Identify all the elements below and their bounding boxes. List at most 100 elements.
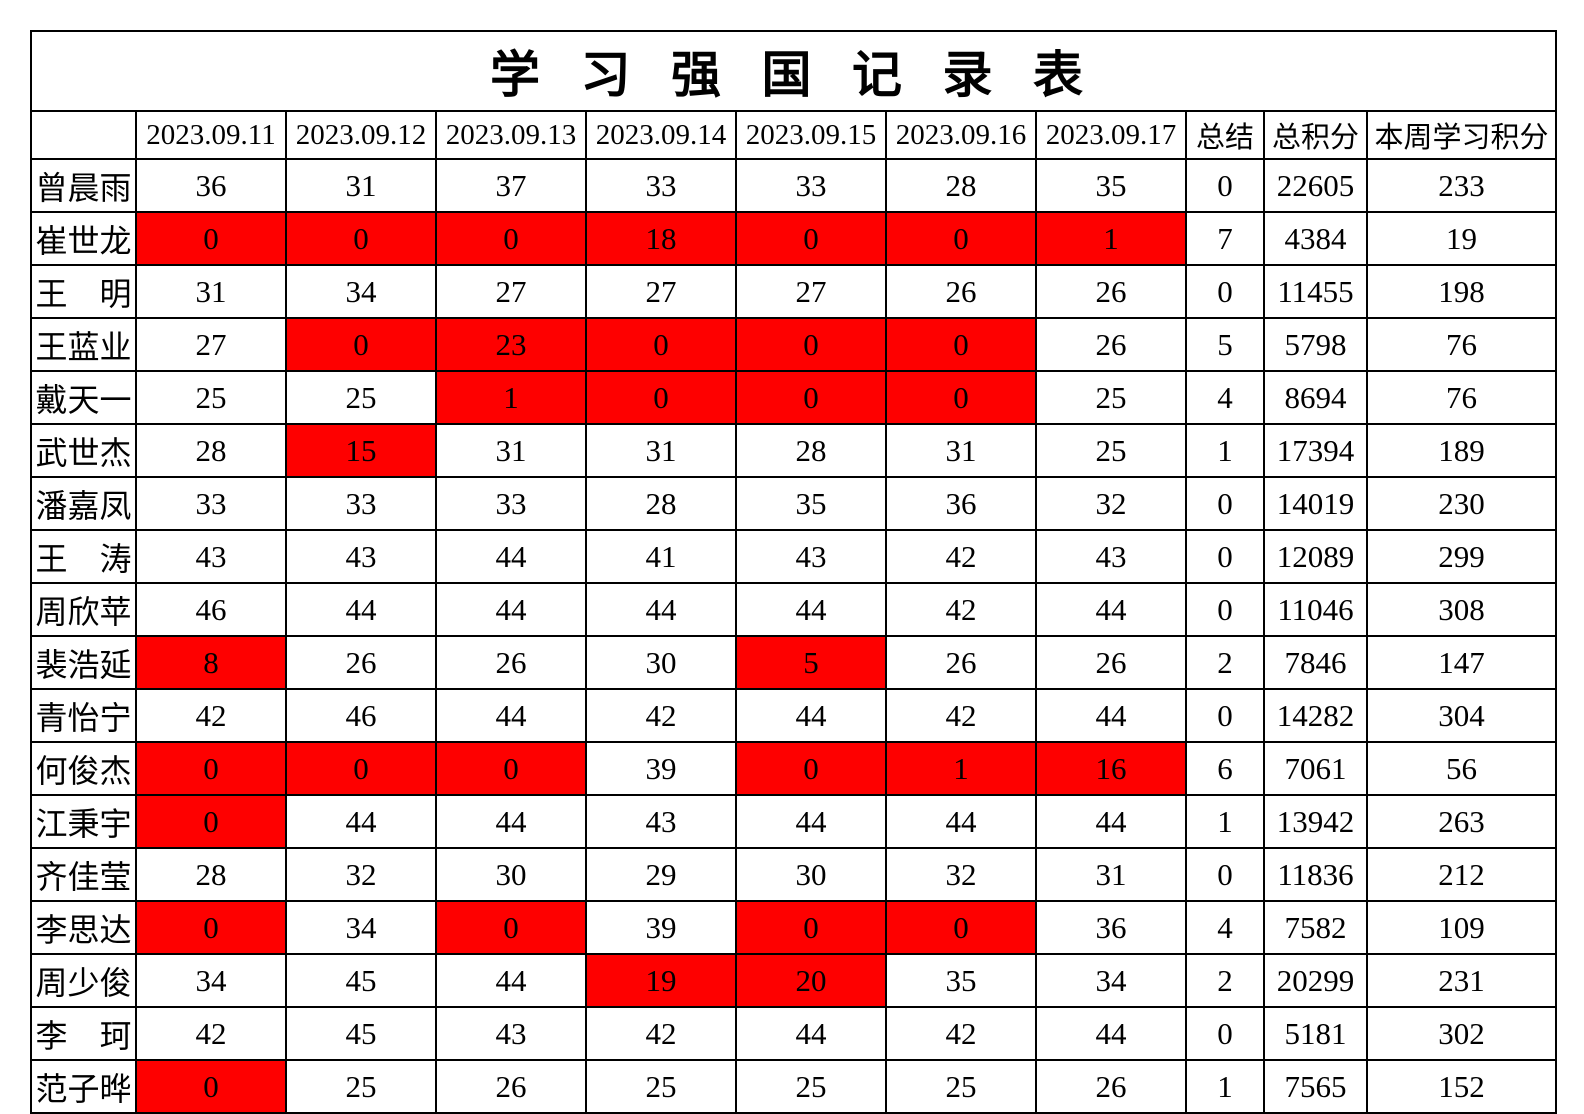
daily-score-cell: 46: [135, 582, 287, 637]
week-points-cell: 109: [1366, 900, 1557, 955]
header-row: 2023.09.11 2023.09.12 2023.09.13 2023.09.14…: [30, 110, 1557, 160]
table-row: 范子晔 0 25 26 25 25 25 26 1 7565 152: [30, 1059, 1557, 1114]
daily-score-cell: 15: [285, 423, 437, 478]
daily-score-cell: 0: [435, 741, 587, 796]
daily-score-cell: 39: [585, 900, 737, 955]
daily-score-cell: 44: [435, 794, 587, 849]
table-row: 周少俊 34 45 44 19 20 35 34 2 20299 231: [30, 953, 1557, 1008]
total-points-cell: 5798: [1263, 317, 1368, 372]
daily-score-cell: 42: [885, 688, 1037, 743]
daily-score-cell: 26: [885, 635, 1037, 690]
daily-score-cell: 0: [135, 794, 287, 849]
total-points-cell: 11046: [1263, 582, 1368, 637]
daily-score-cell: 34: [285, 900, 437, 955]
table-row: 戴天一 25 25 1 0 0 0 25 4 8694 76: [30, 370, 1557, 425]
member-name-cell: 曾晨雨: [30, 158, 137, 213]
daily-score-cell: 25: [285, 1059, 437, 1114]
daily-score-cell: 33: [285, 476, 437, 531]
daily-score-cell: 25: [585, 1059, 737, 1114]
daily-score-cell: 26: [1035, 317, 1187, 372]
total-points-cell: 20299: [1263, 953, 1368, 1008]
summary-cell: 0: [1185, 529, 1265, 584]
daily-score-cell: 32: [1035, 476, 1187, 531]
daily-score-cell: 43: [285, 529, 437, 584]
daily-score-cell: 42: [135, 688, 287, 743]
daily-score-cell: 32: [885, 847, 1037, 902]
summary-cell: 2: [1185, 635, 1265, 690]
daily-score-cell: 26: [1035, 635, 1187, 690]
total-points-cell: 14282: [1263, 688, 1368, 743]
daily-score-cell: 44: [435, 688, 587, 743]
daily-score-cell: 42: [585, 688, 737, 743]
table-row: 青怡宁 42 46 44 42 44 42 44 0 14282 304: [30, 688, 1557, 743]
table-row: 王蓝业 27 0 23 0 0 0 26 5 5798 76: [30, 317, 1557, 372]
title-row: 学 习 强 国 记 录 表: [30, 30, 1557, 112]
table-row: 曾晨雨 36 31 37 33 33 28 35 0 22605 233: [30, 158, 1557, 213]
daily-score-cell: 44: [735, 1006, 887, 1061]
total-points-cell: 17394: [1263, 423, 1368, 478]
daily-score-cell: 25: [885, 1059, 1037, 1114]
daily-score-cell: 31: [1035, 847, 1187, 902]
member-name-cell: 江秉宇: [30, 794, 137, 849]
daily-score-cell: 28: [885, 158, 1037, 213]
week-points-cell: 230: [1366, 476, 1557, 531]
member-name-cell: 青怡宁: [30, 688, 137, 743]
total-points-cell: 7846: [1263, 635, 1368, 690]
summary-cell: 1: [1185, 1059, 1265, 1114]
table-body: 曾晨雨 36 31 37 33 33 28 35 0 22605 233 崔世龙 0 0 0 18 0 0 1 7 43…: [30, 158, 1557, 1114]
table-row: 江秉宇 0 44 44 43 44 44 44 1 13942 263: [30, 794, 1557, 849]
member-name-cell: 李思达: [30, 900, 137, 955]
summary-cell: 7: [1185, 211, 1265, 266]
daily-score-cell: 43: [735, 529, 887, 584]
study-record-table: 学 习 强 国 记 录 表 2023.09.11 2023.09.12 2023.0…: [30, 30, 1557, 1114]
total-points-cell: 12089: [1263, 529, 1368, 584]
daily-score-cell: 27: [435, 264, 587, 319]
daily-score-cell: 0: [135, 900, 287, 955]
daily-score-cell: 31: [885, 423, 1037, 478]
daily-score-cell: 30: [435, 847, 587, 902]
table-row: 周欣苹 46 44 44 44 44 42 44 0 11046 308: [30, 582, 1557, 637]
column-header: 2023.09.17: [1035, 110, 1187, 160]
summary-cell: 5: [1185, 317, 1265, 372]
week-points-cell: 233: [1366, 158, 1557, 213]
daily-score-cell: 0: [885, 900, 1037, 955]
daily-score-cell: 45: [285, 953, 437, 1008]
daily-score-cell: 44: [585, 582, 737, 637]
daily-score-cell: 25: [1035, 370, 1187, 425]
total-points-cell: 4384: [1263, 211, 1368, 266]
daily-score-cell: 26: [435, 635, 587, 690]
week-points-cell: 212: [1366, 847, 1557, 902]
week-points-cell: 76: [1366, 370, 1557, 425]
member-name-cell: 齐佳莹: [30, 847, 137, 902]
daily-score-cell: 0: [135, 211, 287, 266]
total-points-cell: 14019: [1263, 476, 1368, 531]
member-name-cell: 王 明: [30, 264, 137, 319]
daily-score-cell: 33: [435, 476, 587, 531]
daily-score-cell: 43: [585, 794, 737, 849]
daily-score-cell: 27: [585, 264, 737, 319]
summary-cell: 1: [1185, 423, 1265, 478]
column-header: 本周学习积分: [1366, 110, 1557, 160]
table-row: 何俊杰 0 0 0 39 0 1 16 6 7061 56: [30, 741, 1557, 796]
daily-score-cell: 42: [135, 1006, 287, 1061]
daily-score-cell: 1: [885, 741, 1037, 796]
summary-cell: 0: [1185, 476, 1265, 531]
column-header: 总积分: [1263, 110, 1368, 160]
summary-cell: 4: [1185, 370, 1265, 425]
daily-score-cell: 0: [735, 211, 887, 266]
member-name-cell: 王 涛: [30, 529, 137, 584]
member-name-cell: 裴浩延: [30, 635, 137, 690]
daily-score-cell: 44: [1035, 1006, 1187, 1061]
summary-cell: 0: [1185, 1006, 1265, 1061]
daily-score-cell: 0: [735, 900, 887, 955]
daily-score-cell: 41: [585, 529, 737, 584]
daily-score-cell: 44: [285, 582, 437, 637]
member-name-cell: 李 珂: [30, 1006, 137, 1061]
column-header: 2023.09.11: [135, 110, 287, 160]
daily-score-cell: 19: [585, 953, 737, 1008]
table-row: 潘嘉凤 33 33 33 28 35 36 32 0 14019 230: [30, 476, 1557, 531]
total-points-cell: 22605: [1263, 158, 1368, 213]
daily-score-cell: 43: [135, 529, 287, 584]
daily-score-cell: 28: [735, 423, 887, 478]
